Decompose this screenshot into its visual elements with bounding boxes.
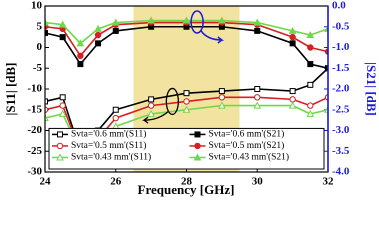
legend-label: Svta='0.43 mm'(S11): [71, 152, 151, 163]
x-tick-label: 32: [323, 176, 335, 188]
marker: [59, 102, 66, 109]
legend-label: Svta='0.5 mm'(S11): [71, 140, 146, 151]
marker: [112, 114, 119, 122]
y2-tick-label: -1.0: [332, 41, 350, 53]
legend-marker: [56, 142, 64, 150]
legend-marker: [194, 142, 201, 150]
series-line: [45, 25, 328, 70]
marker: [254, 27, 261, 34]
series-line: [45, 19, 328, 45]
marker: [148, 96, 155, 103]
y-tick-label: -25: [27, 145, 42, 157]
marker: [147, 102, 155, 109]
marker: [147, 109, 155, 117]
marker: [112, 27, 119, 34]
legend-marker: [56, 153, 64, 161]
marker: [218, 16, 226, 24]
chart: Frequency [GHz] |S11| [dB] |S21| [dB] 24…: [3, 0, 379, 197]
marker: [183, 98, 190, 105]
marker: [289, 33, 296, 41]
marker: [307, 81, 314, 88]
annotation: [190, 10, 204, 34]
x-tick-label: 24: [40, 176, 52, 188]
marker: [289, 40, 296, 47]
marker: [253, 101, 262, 109]
marker: [289, 96, 296, 103]
y-tick-label: -5: [33, 62, 43, 74]
y2-tick-label: 0.0: [332, 0, 346, 12]
marker: [218, 88, 225, 95]
marker: [147, 16, 155, 24]
marker: [307, 44, 314, 51]
marker: [112, 106, 119, 113]
y-axis-label: |S11| [dB]: [3, 62, 18, 115]
marker: [289, 88, 296, 95]
marker: [288, 101, 297, 109]
marker: [94, 24, 102, 32]
marker: [254, 86, 261, 92]
y2-tick-label: -1.5: [332, 62, 350, 74]
legend-label: Svta='0.5 mm'(S21): [209, 140, 285, 151]
legend-label: Svta='0.6 mm'(S11): [71, 129, 146, 140]
x-tick-label: 30: [252, 176, 264, 188]
marker: [45, 106, 49, 113]
marker: [111, 18, 120, 26]
marker: [58, 109, 67, 117]
y2-tick-label: -2.5: [332, 103, 350, 115]
marker: [254, 94, 261, 101]
legend-label: Svta='0.6 mm'(S21): [209, 129, 285, 140]
marker: [253, 18, 262, 26]
x-tick-label: 26: [110, 176, 122, 188]
marker: [306, 109, 315, 117]
marker: [77, 52, 84, 59]
marker: [182, 16, 191, 24]
legend-marker: [57, 131, 63, 138]
y-tick-label: -20: [27, 124, 42, 136]
y-tick-label: -30: [27, 166, 42, 178]
y2-axis-label: |S21| [dB]: [364, 62, 379, 116]
marker: [306, 31, 315, 39]
marker: [95, 40, 102, 47]
x-axis-label: Frequency [GHz]: [138, 182, 235, 197]
marker: [218, 94, 226, 101]
legend-marker: [194, 131, 201, 138]
y2-tick-label: -4.0: [332, 166, 350, 178]
marker: [59, 94, 66, 101]
marker: [77, 61, 84, 68]
marker: [325, 65, 328, 72]
marker: [45, 18, 49, 26]
y2-tick-label: -2.0: [332, 83, 350, 95]
marker: [307, 61, 314, 68]
y2-tick-label: -3.5: [332, 145, 350, 157]
marker: [59, 34, 66, 41]
y-tick-label: 10: [31, 0, 43, 12]
marker: [307, 102, 314, 109]
marker: [58, 20, 67, 28]
marker: [218, 101, 226, 109]
marker: [94, 31, 102, 39]
legend-marker: [193, 153, 202, 161]
y-tick-label: 5: [37, 20, 43, 32]
marker: [288, 26, 297, 34]
legend-label: Svta='0.43 mm'(S21): [209, 152, 290, 163]
annotation: [165, 87, 180, 116]
marker: [76, 39, 85, 47]
marker: [182, 105, 191, 113]
y2-tick-label: -0.5: [332, 20, 350, 32]
marker: [45, 29, 48, 36]
y-tick-label: 0: [37, 41, 43, 53]
annotation: [142, 110, 169, 124]
marker: [45, 98, 48, 105]
y-tick-label: -15: [27, 103, 42, 115]
legend-box: [48, 127, 325, 170]
annotation: [200, 30, 225, 44]
marker: [45, 114, 49, 122]
y-tick-label: -10: [27, 83, 42, 95]
marker: [183, 90, 190, 97]
series-line: [45, 21, 328, 58]
y2-tick-label: -3.0: [332, 124, 350, 136]
x-tick-label: 28: [181, 176, 193, 188]
